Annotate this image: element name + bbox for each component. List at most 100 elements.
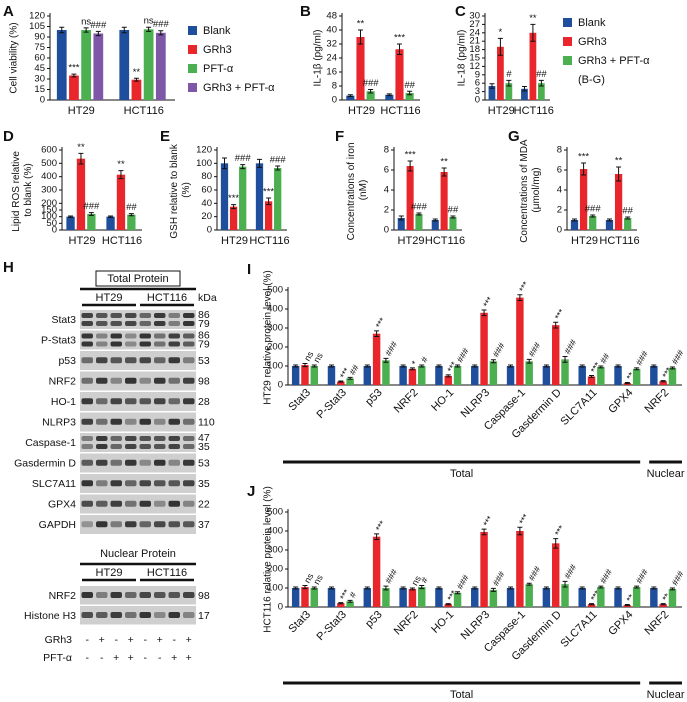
significance-label: ### <box>562 563 578 581</box>
blot-membrane <box>80 412 196 432</box>
legend-swatch <box>188 83 197 92</box>
kda-label: 110 <box>198 417 215 429</box>
bar <box>382 360 390 385</box>
x-tick-label: SLC7A11 <box>558 609 599 650</box>
panel-label: F <box>335 128 344 145</box>
y-tick-label: 40 <box>201 198 212 209</box>
blot-band <box>168 357 180 364</box>
blot-row-label: Caspase-1 <box>25 437 76 449</box>
blot-row-label: Stat3 <box>51 314 76 326</box>
significance-label: ** <box>660 591 672 602</box>
bar <box>220 163 229 230</box>
y-tick-label: 2 <box>557 205 562 216</box>
blot-band <box>183 333 195 339</box>
error-bar <box>275 165 281 171</box>
error-bar <box>669 366 675 370</box>
blot-band <box>154 418 166 425</box>
bar <box>537 83 545 100</box>
significance-label: ## <box>347 363 361 377</box>
bar <box>408 588 417 607</box>
bar <box>337 381 345 385</box>
bar <box>505 83 513 100</box>
kda-label: 17 <box>198 610 210 622</box>
blot-band <box>168 313 180 318</box>
error-bar <box>383 357 389 363</box>
blot-band <box>96 459 108 466</box>
y-axis-label: GSH relative to blank (%) <box>169 141 192 238</box>
blot-band <box>81 398 93 405</box>
error-bar <box>490 587 496 592</box>
bar <box>488 86 496 100</box>
bar <box>291 588 300 607</box>
x-tick-label: p53 <box>363 387 384 408</box>
blot-band <box>110 313 122 318</box>
error-bar <box>83 27 89 33</box>
error-bar <box>396 43 402 55</box>
bar <box>106 216 115 230</box>
bar <box>659 604 667 607</box>
significance-label: *** <box>228 193 239 204</box>
y-tick-label: 20 <box>201 211 212 222</box>
bar <box>116 174 126 230</box>
panel-label: I <box>247 261 251 278</box>
bar <box>471 366 479 385</box>
bar <box>570 220 579 230</box>
panel-label: D <box>3 128 14 145</box>
bar <box>516 531 524 607</box>
significance-label: ### <box>598 567 614 585</box>
y-tick-label: 60 <box>34 53 45 64</box>
error-bar <box>302 363 308 368</box>
blot-band <box>168 459 180 466</box>
blot-membrane <box>80 392 196 411</box>
significance-label: *** <box>553 523 567 538</box>
bar <box>525 361 533 385</box>
x-tick-label: HCT116 <box>514 105 554 117</box>
significance-label: ** <box>117 159 125 170</box>
bar <box>605 220 614 230</box>
treatment-sign: - <box>144 634 148 646</box>
bar <box>327 588 336 607</box>
error-bar <box>497 37 503 56</box>
blot-band <box>139 436 151 441</box>
y-tick-label: 120 <box>196 145 212 156</box>
significance-label: ### <box>411 202 428 213</box>
bar <box>310 366 319 385</box>
error-bar <box>407 90 413 96</box>
blot-band <box>168 321 180 326</box>
significance-label: ** <box>529 13 537 24</box>
kda-label: 35 <box>198 441 210 453</box>
blot-band <box>139 612 151 618</box>
y-tick-label: 40 <box>326 25 337 36</box>
kda-label: 47 <box>198 432 210 444</box>
blot-band <box>183 436 195 441</box>
error-bar <box>357 29 363 45</box>
error-bar <box>651 364 657 368</box>
significance-label: ## <box>622 206 633 217</box>
blot-band <box>139 500 151 507</box>
blot-band <box>110 418 122 425</box>
x-tick-label: NRF2 <box>392 609 421 638</box>
x-tick-label: HT29 <box>571 235 598 247</box>
error-bar <box>481 528 487 536</box>
blot-membrane <box>80 371 196 391</box>
blot-band <box>139 357 151 364</box>
x-tick-label: NRF2 <box>392 387 421 416</box>
significance-label: *** <box>405 150 416 161</box>
significance-label: *** <box>338 366 352 381</box>
error-bar <box>455 364 461 368</box>
kda-header: kDa <box>198 292 217 304</box>
cell-line-label: HT29 <box>96 292 123 304</box>
error-bar <box>450 215 456 219</box>
blot-band <box>154 398 166 405</box>
panel-label: E <box>160 128 170 145</box>
x-tick-label: Stat3 <box>286 609 313 636</box>
error-bar <box>311 586 317 590</box>
x-tick-label: NRF2 <box>642 609 671 638</box>
error-bar <box>481 309 487 317</box>
blot-band <box>183 480 195 487</box>
blot-band <box>183 377 195 384</box>
blot-band <box>110 436 122 441</box>
blot-band <box>81 357 93 364</box>
y-tick-label: 32 <box>326 39 337 50</box>
treatment-sign: - <box>158 652 162 664</box>
